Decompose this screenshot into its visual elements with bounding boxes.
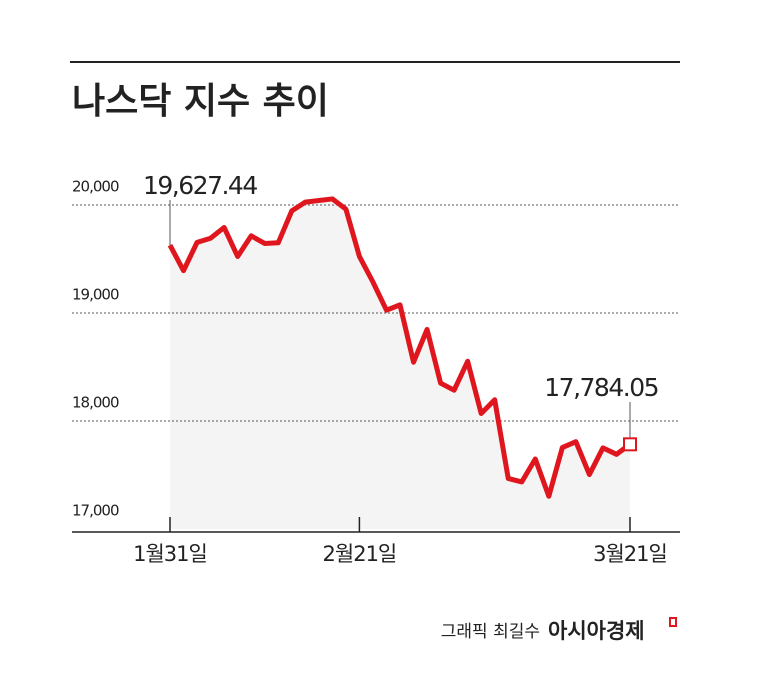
area [170,198,630,530]
chart-title: 나스닥 지수 추이 [72,81,329,122]
y-tick-label: 20,000 [72,178,119,196]
logo-mark [669,617,677,627]
y-tick-label: 19,000 [72,286,119,304]
line [167,196,632,499]
end-marker [623,437,637,452]
x-tick-label: 2월21일 [323,542,397,566]
y-tick-label: 18,000 [72,394,119,412]
value-label: 19,627.44 [143,171,257,200]
x-tick-label: 1월31일 [133,542,207,566]
credit: 그래픽 최길수 [441,622,540,642]
x-tick-label: 3월21일 [593,542,667,566]
y-tick-label: 17,000 [72,502,119,520]
value-label: 17,784.05 [544,373,658,402]
publisher: 아시아경제 [548,619,645,643]
